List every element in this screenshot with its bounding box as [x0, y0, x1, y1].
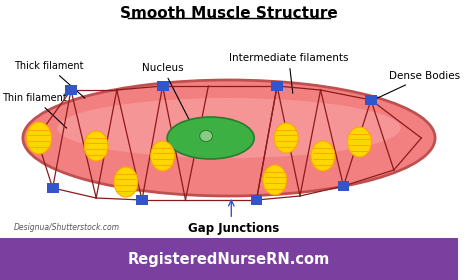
Ellipse shape [84, 131, 108, 161]
Ellipse shape [57, 98, 401, 158]
FancyBboxPatch shape [136, 195, 148, 205]
Ellipse shape [347, 127, 372, 157]
Ellipse shape [311, 141, 335, 171]
Ellipse shape [167, 117, 254, 159]
FancyBboxPatch shape [65, 85, 77, 95]
FancyBboxPatch shape [0, 238, 458, 280]
FancyBboxPatch shape [271, 81, 283, 91]
Text: Designua/Shutterstock.com: Designua/Shutterstock.com [14, 223, 120, 232]
Text: Dense Bodies: Dense Bodies [376, 71, 460, 99]
Ellipse shape [263, 165, 287, 195]
Text: Gap Junctions: Gap Junctions [188, 222, 279, 235]
FancyBboxPatch shape [156, 81, 169, 91]
Ellipse shape [151, 141, 174, 171]
Circle shape [200, 130, 212, 142]
Ellipse shape [114, 167, 138, 197]
Ellipse shape [274, 123, 298, 153]
FancyBboxPatch shape [365, 95, 377, 105]
Text: Nucleus: Nucleus [142, 63, 191, 123]
Text: Thick filament: Thick filament [14, 61, 85, 98]
Text: RegisteredNurseRN.com: RegisteredNurseRN.com [128, 252, 330, 267]
Ellipse shape [23, 80, 435, 196]
FancyBboxPatch shape [251, 195, 263, 205]
FancyBboxPatch shape [47, 183, 59, 193]
Ellipse shape [27, 122, 52, 154]
Text: Smooth Muscle Structure: Smooth Muscle Structure [120, 6, 338, 21]
Text: Thin filament: Thin filament [2, 93, 67, 128]
Text: Intermediate filaments: Intermediate filaments [229, 53, 348, 93]
FancyBboxPatch shape [337, 181, 349, 191]
